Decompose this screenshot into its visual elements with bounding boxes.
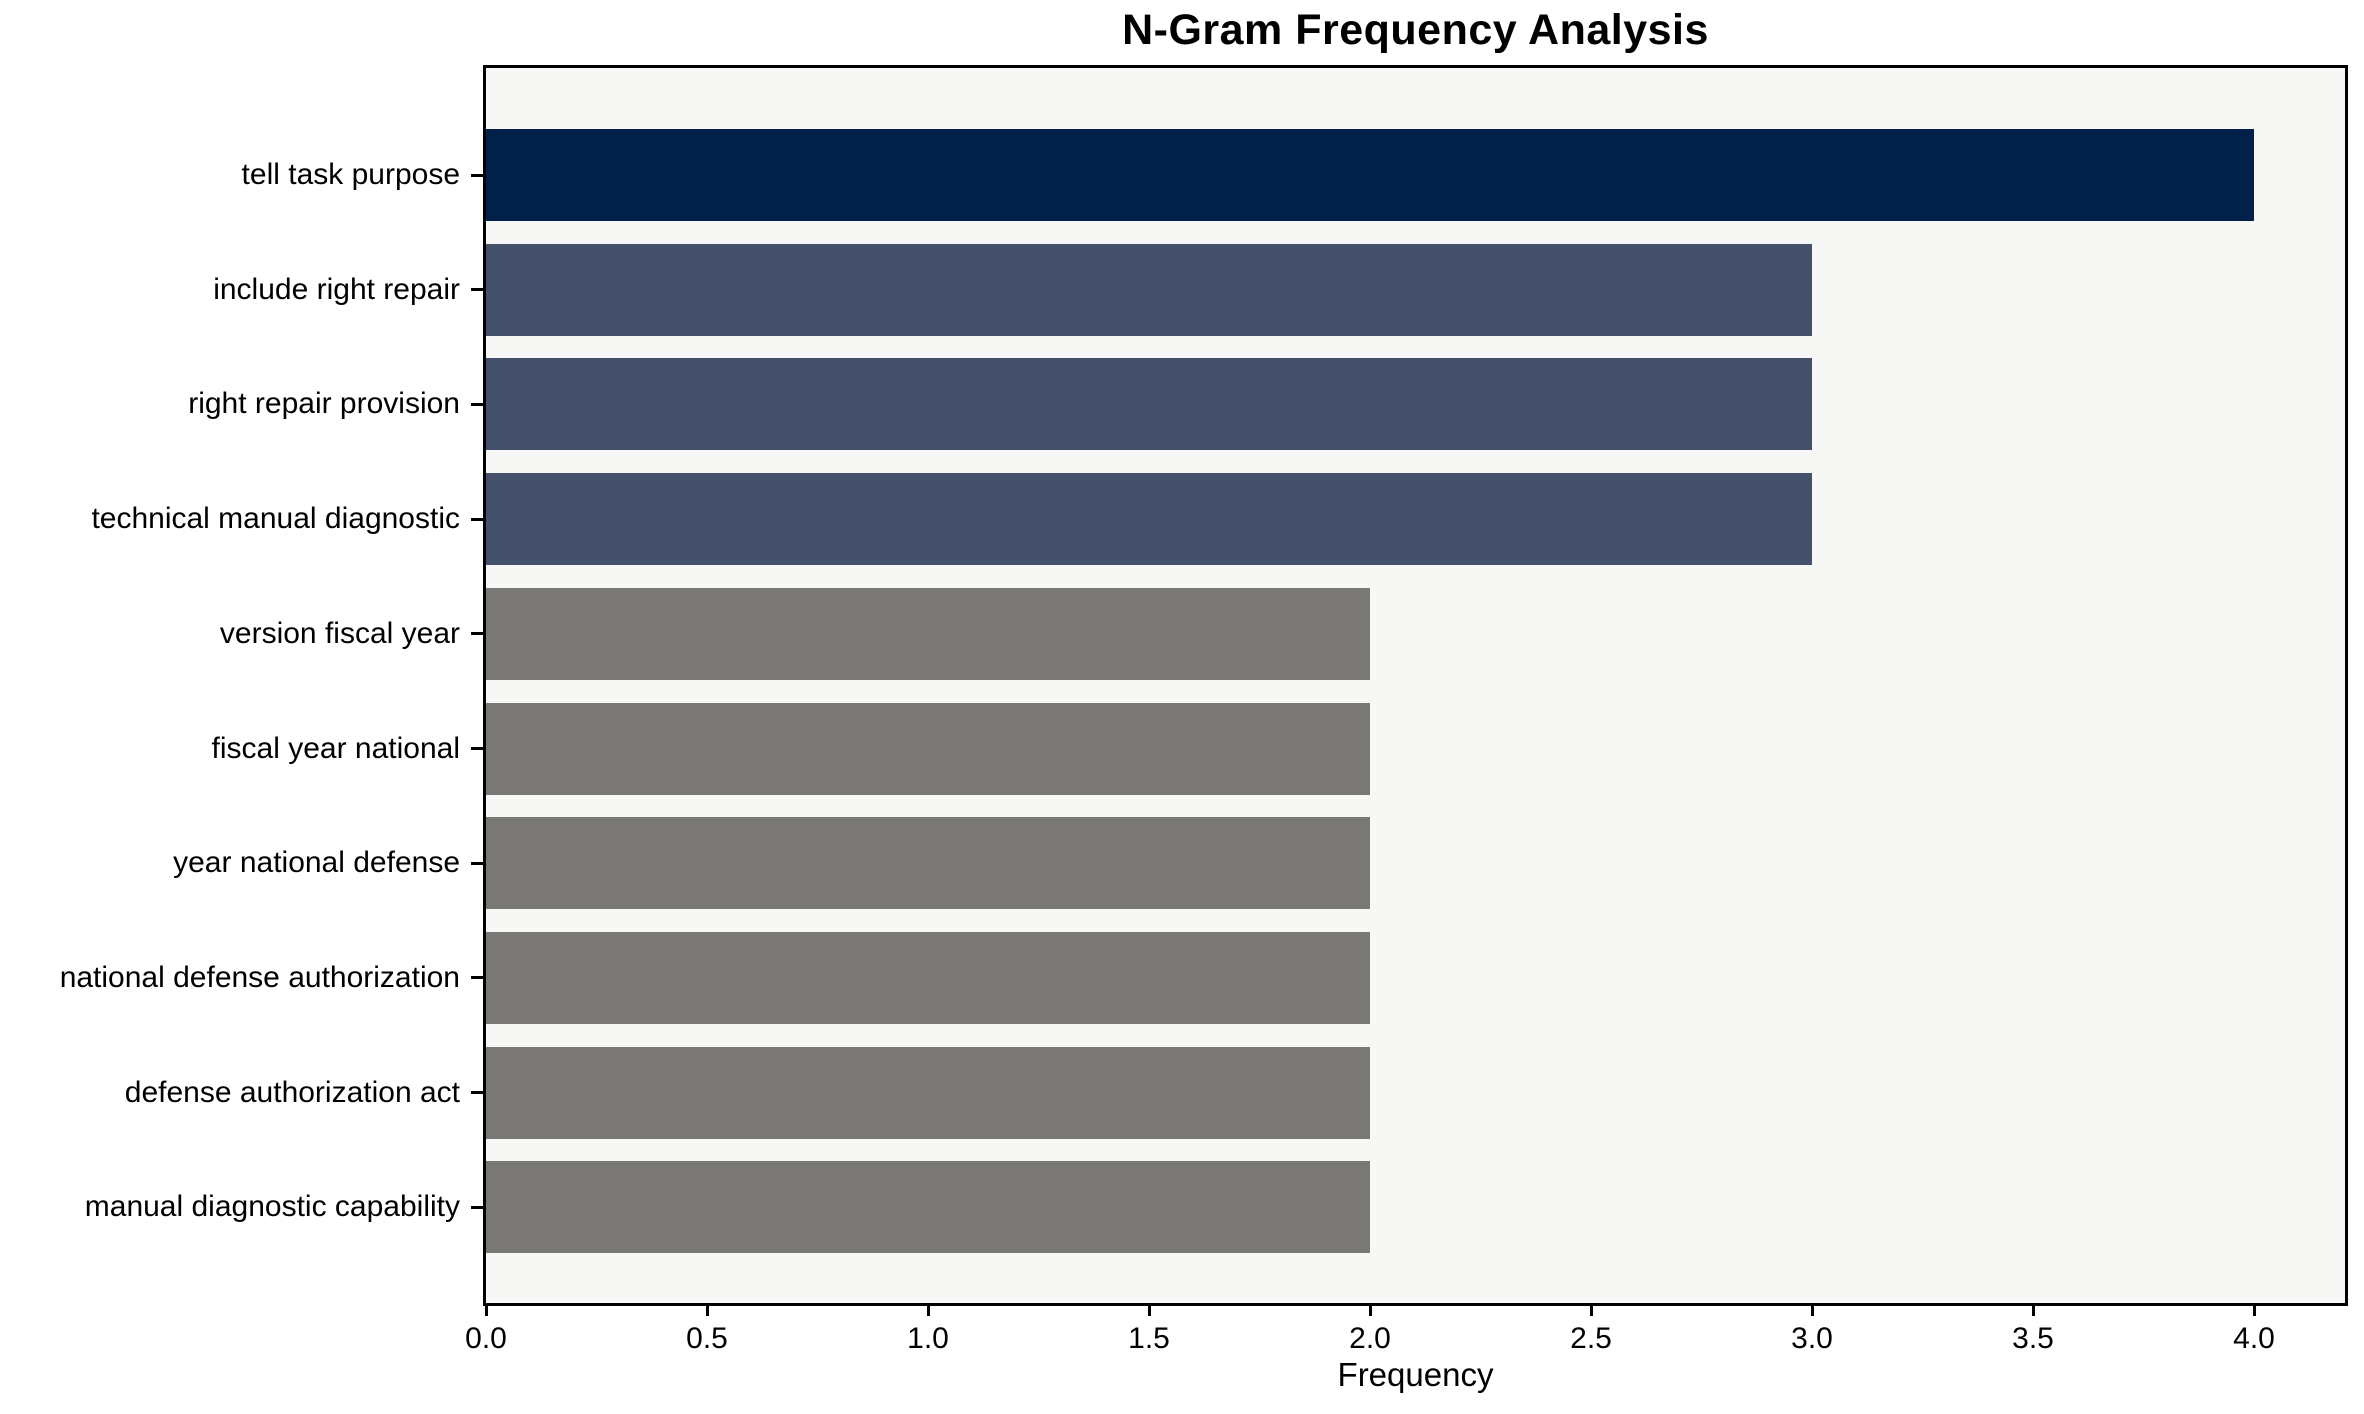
bar-8 — [486, 1046, 1370, 1139]
y-tick-label: include right repair — [213, 272, 460, 306]
bar-4 — [486, 587, 1370, 680]
y-tick-label: defense authorization act — [124, 1075, 460, 1109]
bar-0 — [486, 129, 2254, 221]
y-tick-label: fiscal year national — [211, 731, 460, 765]
bar-5 — [486, 702, 1370, 795]
bar-6 — [486, 817, 1370, 910]
x-tick-label: 2.0 — [1349, 1322, 1391, 1355]
x-tick-label: 0.5 — [686, 1322, 728, 1355]
y-tick — [471, 1205, 483, 1209]
y-tick-label: manual diagnostic capability — [84, 1190, 460, 1224]
x-tick-label: 4.0 — [2233, 1322, 2275, 1355]
x-tick — [2031, 1306, 2035, 1316]
x-tick — [705, 1306, 709, 1316]
x-tick — [2252, 1306, 2256, 1316]
x-tick-label: 1.0 — [907, 1322, 949, 1355]
y-tick — [471, 747, 483, 750]
x-tick-label: 3.0 — [1791, 1322, 1833, 1355]
x-tick — [1147, 1306, 1151, 1316]
y-tick-label: version fiscal year — [219, 616, 460, 650]
x-axis-label: Frequency — [1337, 1356, 1494, 1393]
y-tick — [471, 976, 483, 980]
bar-9 — [486, 1161, 1370, 1254]
x-tick-label: 1.5 — [1128, 1322, 1170, 1355]
bar-7 — [486, 931, 1370, 1024]
y-tick-label: year national defense — [173, 846, 460, 880]
y-tick — [471, 632, 483, 636]
x-tick-label: 3.5 — [2012, 1322, 2054, 1355]
y-tick-label: technical manual diagnostic — [91, 502, 460, 536]
x-tick-label: 2.5 — [1570, 1322, 1612, 1355]
x-tick — [1589, 1306, 1593, 1316]
y-tick — [471, 402, 483, 406]
y-tick-label: right repair provision — [188, 387, 460, 421]
y-tick — [471, 861, 483, 865]
chart-title: N-Gram Frequency Analysis — [1122, 6, 1709, 54]
y-tick — [471, 288, 483, 292]
y-tick — [471, 517, 483, 521]
x-tick — [926, 1306, 930, 1316]
x-tick — [1810, 1306, 1814, 1316]
plot-area — [483, 65, 2348, 1306]
bar-2 — [486, 358, 1812, 451]
y-tick — [471, 1091, 483, 1095]
y-tick — [471, 173, 483, 177]
x-tick-label: 0.0 — [465, 1322, 507, 1355]
bar-1 — [486, 243, 1812, 336]
y-tick-label: national defense authorization — [59, 960, 460, 994]
y-tick-label: tell task purpose — [241, 158, 460, 191]
bar-3 — [486, 473, 1812, 566]
x-tick — [1368, 1306, 1372, 1316]
x-tick — [484, 1306, 488, 1316]
